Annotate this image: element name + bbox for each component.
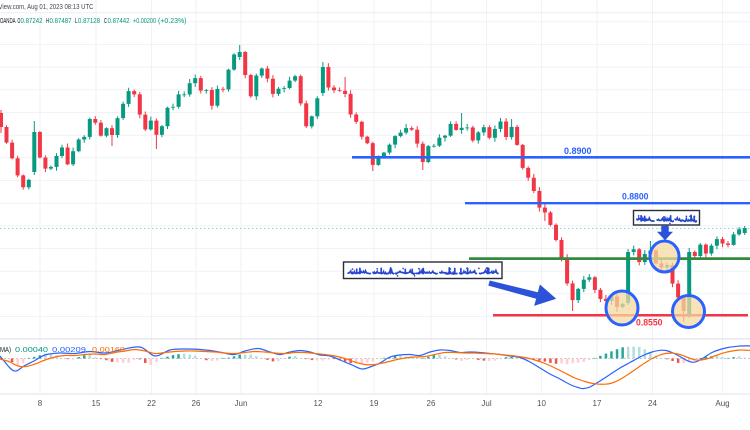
svg-text:L: L xyxy=(75,16,78,25)
svg-text:0.87487: 0.87487 xyxy=(50,16,72,25)
svg-text:22: 22 xyxy=(147,399,156,408)
svg-text:(+0.23%): (+0.23%) xyxy=(158,16,187,25)
svg-text:C: C xyxy=(104,16,107,25)
svg-text:0.00169: 0.00169 xyxy=(92,345,125,354)
svg-text:0.00040: 0.00040 xyxy=(15,345,48,354)
svg-text:+0.00200: +0.00200 xyxy=(133,16,156,25)
svg-text:Jul: Jul xyxy=(481,399,491,408)
svg-text:0.00209: 0.00209 xyxy=(52,345,86,354)
svg-text:8: 8 xyxy=(38,399,43,408)
svg-text:26: 26 xyxy=(427,399,436,408)
svg-text:0.8550: 0.8550 xyxy=(636,318,663,329)
svg-text:12: 12 xyxy=(314,399,323,408)
svg-text:0.8900: 0.8900 xyxy=(564,146,592,157)
svg-text:OANDA: OANDA xyxy=(0,16,16,25)
svg-text:19: 19 xyxy=(370,399,379,408)
svg-text:0.8800: 0.8800 xyxy=(622,192,649,203)
svg-text:17: 17 xyxy=(593,399,602,408)
svg-text:0.87442: 0.87442 xyxy=(108,16,130,25)
svg-text:10: 10 xyxy=(537,399,546,408)
svg-text:0.87242: 0.87242 xyxy=(21,16,43,25)
svg-text:O: O xyxy=(18,16,21,25)
svg-text:View.com, Aug 01, 2023 08:13 U: View.com, Aug 01, 2023 08:13 UTC xyxy=(0,2,94,11)
svg-text:H: H xyxy=(46,16,49,25)
svg-text:0.87128: 0.87128 xyxy=(78,16,100,25)
svg-text:MA): MA) xyxy=(0,345,11,354)
svg-text:26: 26 xyxy=(192,399,201,408)
svg-text:15: 15 xyxy=(92,399,101,408)
svg-text:24: 24 xyxy=(648,399,657,408)
svg-text:Aug: Aug xyxy=(715,399,729,408)
svg-text:Jun: Jun xyxy=(235,399,248,408)
